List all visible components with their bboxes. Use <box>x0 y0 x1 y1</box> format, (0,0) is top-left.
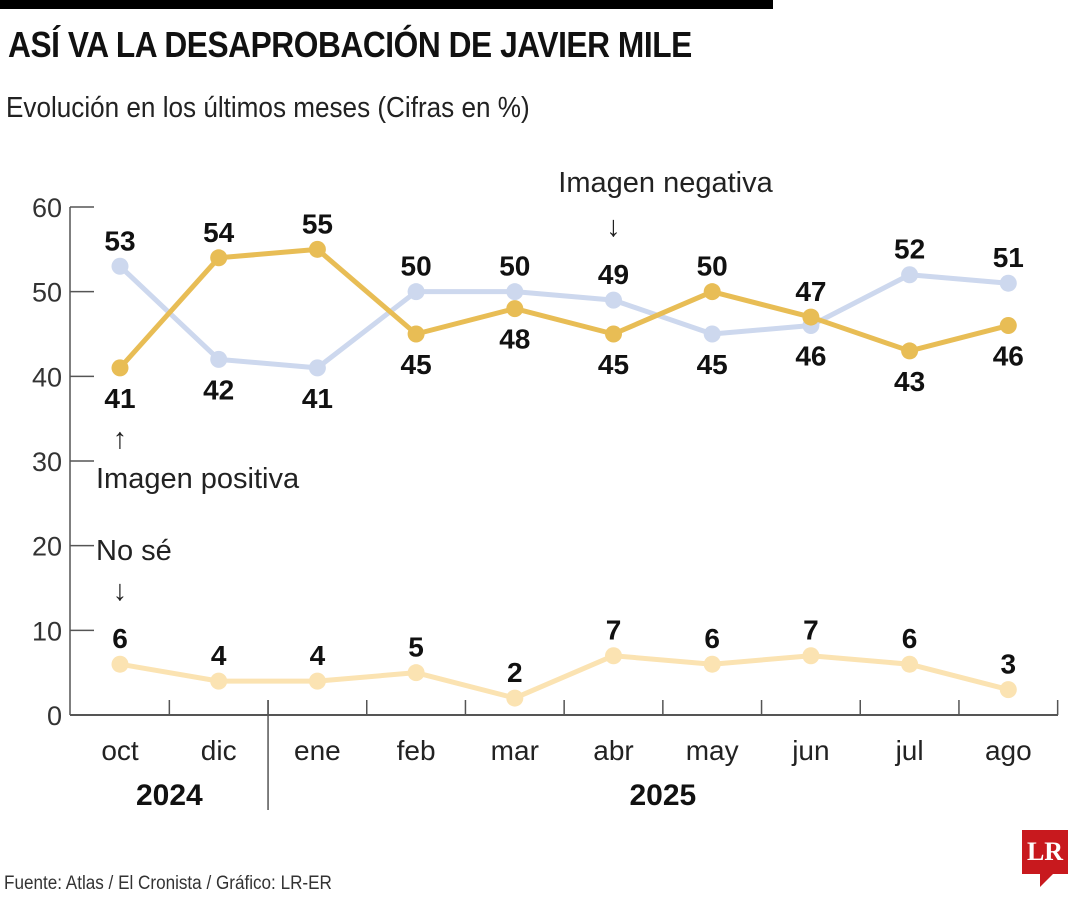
data-label-negativa: 45 <box>697 349 728 380</box>
y-tick-label: 50 <box>32 278 62 308</box>
chart-subtitle: Evolución en los últimos meses (Cifras e… <box>6 92 530 124</box>
data-point-positiva <box>506 300 524 318</box>
lr-logo: LR <box>1022 830 1068 874</box>
arrow-down-icon: ↓ <box>113 575 128 607</box>
data-label-positiva: 43 <box>894 366 925 397</box>
x-tick-label-ago: ago <box>985 735 1032 766</box>
data-label-positiva: 48 <box>499 324 530 355</box>
data-point-positiva <box>901 342 919 360</box>
data-point-no_se <box>703 655 721 673</box>
data-label-no_se: 6 <box>704 623 720 654</box>
x-tick-label-dic: dic <box>201 735 237 766</box>
data-label-positiva: 45 <box>598 349 629 380</box>
data-point-negativa <box>111 257 129 275</box>
data-label-negativa: 50 <box>499 251 530 282</box>
data-label-no_se: 7 <box>803 615 819 646</box>
data-label-no_se: 2 <box>507 657 523 688</box>
x-tick-label-jul: jul <box>895 735 924 766</box>
y-tick-label: 60 <box>32 193 62 223</box>
series-line-negativa <box>118 264 1009 371</box>
year-label-2025: 2025 <box>629 779 696 812</box>
data-point-negativa <box>703 325 721 343</box>
data-label-positiva: 41 <box>104 383 135 414</box>
data-point-negativa <box>506 283 524 301</box>
data-label-positiva: 47 <box>795 276 826 307</box>
arrow-up-icon: ↑ <box>113 423 128 455</box>
data-point-negativa <box>407 283 425 301</box>
data-point-no_se <box>802 647 820 665</box>
x-tick-label-feb: feb <box>397 735 436 766</box>
data-point-negativa <box>605 291 622 309</box>
x-tick-label-oct: oct <box>101 735 139 766</box>
annotation-label-positiva: Imagen positiva <box>96 463 300 495</box>
data-point-positiva <box>999 317 1017 335</box>
annotation-label-negativa: Imagen negativa <box>558 167 773 199</box>
annotation-label-no-se: No sé <box>96 535 172 567</box>
y-tick-label: 30 <box>32 447 62 477</box>
data-label-positiva: 50 <box>697 251 728 282</box>
arrow-down-icon: ↓ <box>606 211 621 243</box>
data-point-positiva <box>605 325 622 343</box>
data-label-negativa: 52 <box>894 234 925 265</box>
data-point-positiva <box>210 249 228 267</box>
data-point-negativa <box>308 359 326 377</box>
data-label-no_se: 5 <box>408 632 424 663</box>
source-note: Fuente: Atlas / El Cronista / Gráfico: L… <box>4 873 332 894</box>
data-point-no_se <box>605 647 622 665</box>
logo-text: LR <box>1026 837 1064 866</box>
data-label-negativa: 51 <box>993 242 1024 273</box>
data-point-no_se <box>210 672 228 690</box>
data-point-positiva <box>802 308 820 326</box>
data-label-negativa: 46 <box>795 341 826 372</box>
data-point-no_se <box>111 655 129 673</box>
series-line-no_se <box>119 653 1009 701</box>
data-point-negativa <box>210 350 228 368</box>
x-tick-label-ene: ene <box>294 735 341 766</box>
data-label-negativa: 50 <box>401 251 432 282</box>
axes: 0 10 20 30 40 50 60 oct dic ene feb mar abr may jun jul… <box>32 193 1059 812</box>
data-point-negativa <box>901 266 919 284</box>
data-point-no_se <box>506 689 524 707</box>
series-group <box>111 240 1017 707</box>
data-point-positiva <box>703 283 721 301</box>
data-label-negativa: 49 <box>598 259 629 290</box>
y-tick-label: 10 <box>32 616 62 646</box>
data-label-no_se: 4 <box>211 640 227 671</box>
data-label-negativa: 41 <box>302 383 333 414</box>
data-point-no_se <box>407 664 425 682</box>
data-point-positiva <box>308 240 326 258</box>
data-label-positiva: 45 <box>401 349 432 380</box>
data-label-no_se: 7 <box>606 615 622 646</box>
data-point-no_se <box>901 655 919 673</box>
data-label-no_se: 6 <box>902 623 918 654</box>
logo-speech-tail <box>1040 873 1054 887</box>
x-tick-label-jun: jun <box>791 735 829 766</box>
chart-title: ASÍ VA LA DESAPROBACIÓN DE JAVIER MILE <box>8 24 692 65</box>
x-tick-label-mar: mar <box>491 735 539 766</box>
data-label-positiva: 54 <box>203 217 235 248</box>
year-label-2024: 2024 <box>136 779 203 812</box>
top-bar <box>0 0 773 9</box>
y-tick-label: 20 <box>32 532 62 562</box>
data-point-negativa <box>999 274 1017 292</box>
x-tick-label-may: may <box>686 735 739 766</box>
data-point-no_se <box>308 672 326 690</box>
data-label-no_se: 4 <box>310 640 326 671</box>
data-label-positiva: 55 <box>302 208 333 239</box>
data-point-no_se <box>999 681 1017 699</box>
data-label-negativa: 42 <box>203 374 234 405</box>
data-point-positiva <box>407 325 425 343</box>
y-tick-label: 0 <box>47 701 62 731</box>
data-point-positiva <box>111 359 129 377</box>
x-tick-label-abr: abr <box>593 735 633 766</box>
data-label-no_se: 6 <box>112 623 128 654</box>
y-tick-label: 40 <box>32 362 62 392</box>
data-label-positiva: 46 <box>993 341 1024 372</box>
annotations-group: Imagen negativa ↓ ↑ Imagen positiva No sé ↓ <box>96 167 774 607</box>
data-label-negativa: 53 <box>104 225 135 256</box>
data-label-no_se: 3 <box>1001 649 1017 680</box>
series-line-positiva <box>118 246 1009 370</box>
